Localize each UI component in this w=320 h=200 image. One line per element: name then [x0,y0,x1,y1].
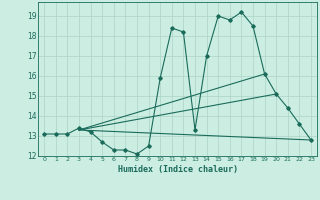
X-axis label: Humidex (Indice chaleur): Humidex (Indice chaleur) [118,165,238,174]
